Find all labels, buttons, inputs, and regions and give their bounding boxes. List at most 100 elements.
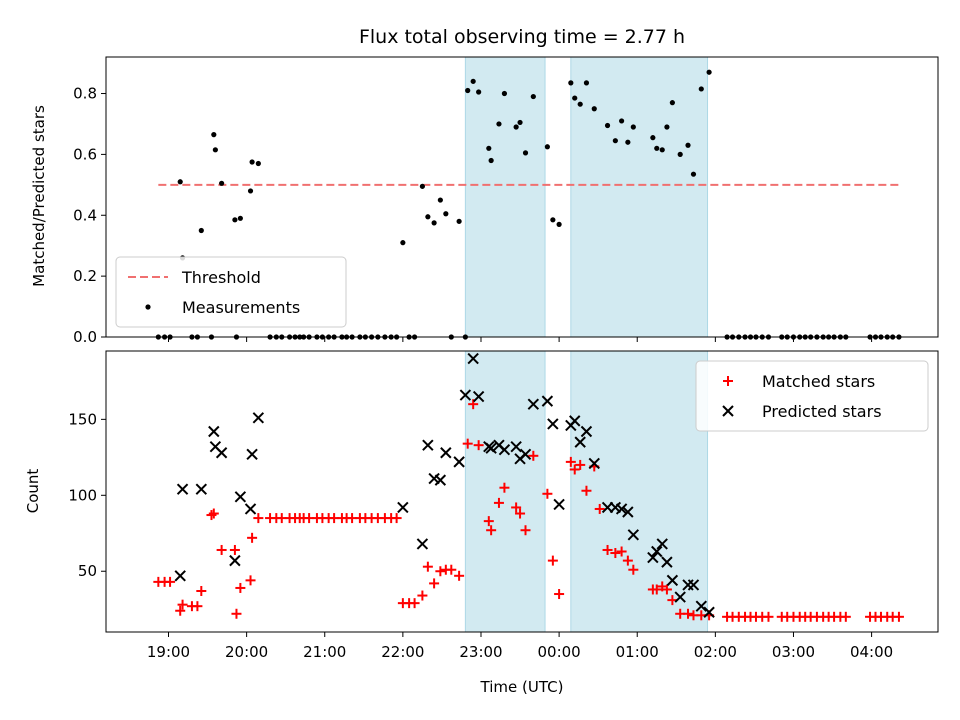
bottom-series-1-point-42-b [647, 551, 659, 564]
bottom-series-1-point-47 [674, 591, 686, 603]
bottom-series-1-point-33-b [569, 415, 581, 427]
bottom-series-1-point-0-b [174, 570, 186, 582]
bottom-series-1-point-43 [651, 545, 663, 558]
bottom-series-1-point-30 [547, 418, 559, 430]
bottom-series-0-point-13 [235, 582, 246, 593]
top-series-0-point-49 [456, 218, 462, 224]
bottom-series-1-point-8-b [244, 503, 257, 515]
bottom-series-1-point-13-b [422, 439, 434, 451]
bottom-observing-window-1 [570, 350, 709, 633]
top-series-0-point-3 [177, 179, 183, 185]
top-series-0-point-60 [522, 150, 529, 156]
top-series-0-point-77 [659, 147, 665, 153]
x-tick-label-7: 02:00 [694, 643, 737, 661]
bottom-series-0-point-69 [602, 544, 613, 555]
bottom-series-1-point-34-b [574, 436, 586, 448]
bottom-series-0-point-15 [247, 532, 258, 543]
bottom-series-0-point-66 [581, 485, 592, 496]
bottom-panel-frame [105, 350, 939, 633]
chart-title: Flux total observing time = 2.77 h [359, 26, 685, 48]
x-tick-label-0: 19:00 [147, 643, 190, 661]
top-series-0-point-64 [556, 221, 562, 227]
bottom-series-1-point-28 [527, 398, 540, 410]
bottom-series-1-point-17-b [453, 456, 465, 468]
bottom-series-1-point-40-b [622, 506, 634, 518]
top-legend-label-0: Threshold [181, 268, 261, 287]
bottom-series-1-point-7-b [234, 491, 247, 503]
bottom-series-1-point-13 [422, 439, 434, 451]
bottom-series-0-point-47 [446, 564, 457, 575]
bottom-series-1-point-29-b [541, 395, 554, 407]
top-series-0-point-71 [612, 138, 618, 144]
bottom-series-1-point-27-b [519, 448, 532, 460]
top-series-0-point-10 [212, 147, 218, 153]
top-series-0-point-74 [630, 124, 636, 130]
bottom-series-1-point-15 [434, 474, 447, 486]
bottom-series-0-point-42 [417, 590, 428, 601]
top-series-0-point-80 [677, 151, 683, 157]
x-tick-label-4: 23:00 [459, 643, 502, 661]
top-series-0-point-53 [476, 89, 482, 95]
top-observing-window-1 [570, 56, 709, 338]
bottom-series-1-point-44 [656, 538, 668, 550]
top-series-0-point-75 [650, 135, 656, 141]
bottom-series-1-point-20-b [472, 390, 485, 403]
bottom-series-0-point-44 [429, 578, 440, 589]
bottom-series-1-point-9-b [246, 448, 258, 460]
top-series-0-point-66 [572, 95, 578, 101]
bottom-series-1-point-6-b [229, 554, 241, 567]
bottom-series-1-point-25-b [510, 440, 522, 453]
bottom-series-0-point-12 [231, 608, 242, 619]
bottom-series-1-point-44-b [656, 538, 668, 550]
bottom-series-1-point-16 [440, 447, 452, 459]
bottom-series-1-point-25 [510, 440, 522, 453]
bottom-series-1-point-47-b [674, 591, 686, 603]
bottom-series-0-point-38 [391, 513, 402, 524]
top-y-tick-label-1: 0.2 [73, 267, 97, 285]
bottom-series-1-point-34 [574, 436, 586, 448]
bottom-series-0-point-61 [547, 555, 558, 566]
bottom-series-1-point-24-b [498, 444, 511, 456]
top-series-0-point-52 [470, 78, 476, 84]
bottom-series-0-point-43 [422, 561, 433, 572]
bottom-series-1-point-51-b [703, 606, 715, 618]
bottom-series-1-point-45-b [661, 556, 673, 568]
top-series-0-point-69 [591, 106, 597, 112]
top-series-0-point-47 [443, 211, 449, 217]
bottom-series-0-point-75 [651, 584, 662, 595]
bottom-panel: 50 100 150 19:00 20:00 21:00 22:00 23:00 00:00 01… [68, 350, 939, 661]
top-series-0-point-73 [625, 139, 631, 145]
top-series-0-point-58 [513, 124, 519, 130]
bottom-series-1-point-40 [622, 506, 634, 518]
bottom-series-1-point-4-b [209, 440, 222, 453]
bottom-series-0-point-91 [763, 611, 774, 622]
top-series-0-point-17 [255, 160, 261, 167]
top-y-tick-label-0: 0.0 [73, 328, 97, 346]
bottom-legend-swatch-0 [723, 376, 733, 386]
top-series-0-point-43 [419, 183, 425, 189]
bottom-series-1-point-43-b [651, 545, 663, 558]
bottom-y-tick-label-0: 50 [78, 562, 97, 580]
top-series-0-point-76 [654, 145, 660, 151]
bottom-series-0-point-7 [196, 585, 207, 596]
bottom-y-tick-label-1: 100 [68, 486, 97, 504]
bottom-series-0-point-16 [253, 513, 264, 524]
bottom-series-1-point-42 [647, 551, 659, 564]
x-tick-label-8: 03:00 [772, 643, 815, 661]
bottom-series-1-point-10-b [252, 412, 265, 424]
bottom-series-0-point-65 [575, 459, 586, 470]
top-series-0-point-7 [198, 227, 204, 234]
top-series-0-point-68 [583, 80, 590, 86]
bottom-series-1-point-39 [615, 503, 628, 515]
bottom-series-0-point-72 [622, 555, 633, 566]
top-series-0-point-14 [237, 215, 243, 221]
top-legend: Threshold Measurements [115, 256, 347, 328]
bottom-series-0-point-45 [435, 566, 446, 577]
x-axis-label: Time (UTC) [480, 678, 564, 696]
bottom-series-0-point-9 [208, 508, 219, 519]
bottom-series-1-point-3-b [208, 425, 220, 438]
top-series-0-point-78 [664, 124, 670, 130]
bottom-legend-swatch-1 [722, 405, 734, 417]
bottom-series-1-point-36-b [588, 457, 600, 470]
bottom-series-0-point-109 [893, 611, 904, 622]
